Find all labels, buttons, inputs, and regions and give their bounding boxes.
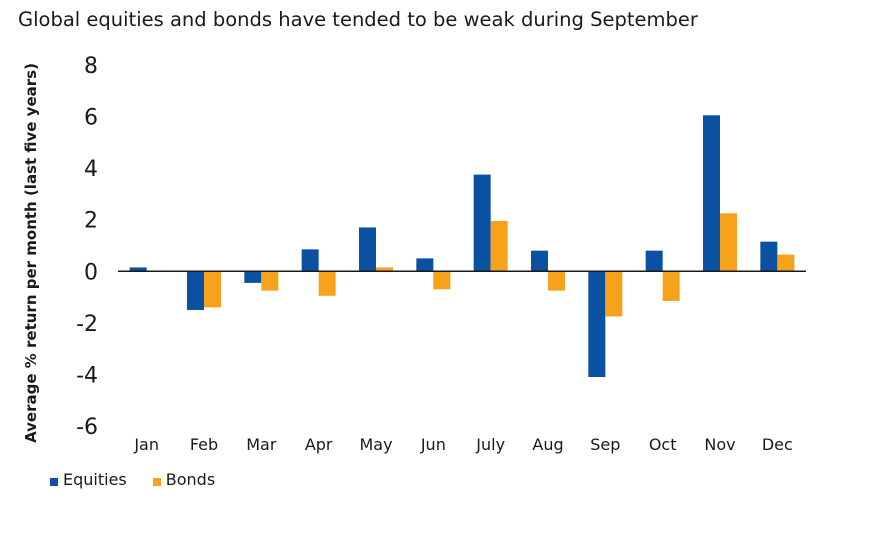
legend-swatch	[152, 477, 161, 486]
bar-equities-july	[473, 174, 491, 272]
y-tick-label: 0	[84, 260, 98, 285]
bar-bonds-aug	[548, 271, 565, 291]
bar-equities-sep	[588, 271, 606, 378]
x-tick-label: Dec	[762, 435, 793, 454]
bar-equities-jan	[129, 267, 147, 272]
bar-bonds-july	[490, 221, 508, 272]
x-tick-label: Aug	[532, 435, 563, 454]
y-axis-ticks: 8 6 4 2 0 -2 -4 -6	[76, 54, 98, 440]
bar-bonds-may	[376, 267, 393, 272]
bar-bonds-feb	[204, 271, 221, 308]
x-tick-label: Jun	[420, 435, 446, 454]
bar-bonds-sep	[605, 271, 623, 317]
y-tick-label: -4	[76, 363, 98, 388]
bar-bonds-oct	[662, 271, 680, 301]
bar-equities-may	[359, 227, 376, 272]
legend-label: Bonds	[165, 470, 216, 489]
x-tick-label: July	[475, 435, 505, 454]
y-tick-label: 6	[84, 106, 98, 131]
bar-equities-feb	[187, 271, 204, 310]
legend-label: Equities	[63, 470, 127, 489]
bar-bonds-mar	[261, 271, 279, 291]
bar-bonds-apr	[318, 271, 336, 296]
legend: Equities Bonds	[50, 470, 215, 489]
chart-title: Global equities and bonds have tended to…	[18, 8, 698, 31]
y-axis-label: Average % return per month (last five ye…	[22, 63, 40, 443]
legend-item-bonds: Bonds	[152, 470, 216, 489]
bar-equities-aug	[531, 250, 548, 272]
x-tick-label: Jan	[133, 435, 159, 454]
x-tick-label: Apr	[305, 435, 333, 454]
bar-bonds-nov	[720, 213, 737, 272]
x-tick-label: Oct	[649, 435, 677, 454]
y-tick-label: 8	[84, 54, 98, 79]
x-tick-label: Mar	[246, 435, 277, 454]
legend-item-equities: Equities	[50, 470, 127, 489]
bar-equities-oct	[645, 250, 663, 272]
x-tick-label: Nov	[704, 435, 735, 454]
x-tick-label: Sep	[590, 435, 620, 454]
bar-bonds-dec	[777, 254, 795, 272]
y-tick-label: -2	[76, 312, 98, 337]
bar-equities-jun	[416, 258, 434, 272]
y-tick-label: -6	[76, 415, 98, 440]
x-tick-label: May	[359, 435, 392, 454]
bar-equities-nov	[703, 115, 720, 272]
x-axis-ticks: Jan Feb Mar Apr May Jun July Aug Sep Oct Nov Dec	[133, 435, 792, 454]
x-tick-label: Feb	[190, 435, 218, 454]
y-tick-label: 4	[84, 157, 98, 182]
bars	[129, 115, 795, 378]
y-tick-label: 2	[84, 209, 98, 234]
bar-equities-dec	[760, 241, 778, 272]
bar-bonds-jun	[433, 271, 451, 290]
bar-equities-mar	[244, 271, 262, 283]
bar-equities-apr	[301, 249, 319, 272]
legend-swatch	[50, 477, 58, 486]
